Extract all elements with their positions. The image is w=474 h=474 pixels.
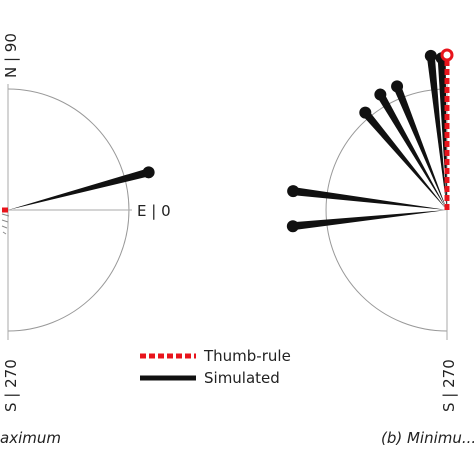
panel-a-maximum: N | 90 E | 0 S | 270 aximum xyxy=(0,33,171,447)
panel-a-minor-marks xyxy=(1,213,10,235)
panel-b-simulated-vector-2-tip xyxy=(391,80,404,93)
panel-b-minimum: S | 270 (b) Minimu... xyxy=(286,48,474,447)
panel-a-caption: aximum xyxy=(0,429,61,447)
panel-b-simulated-vector-6-tip xyxy=(286,220,299,233)
panel-b-simulated-vector-5-tip xyxy=(287,185,300,198)
panel-a-vectors xyxy=(0,166,155,213)
panel-b-simulated-vector-4 xyxy=(362,110,447,210)
east-label: E | 0 xyxy=(137,202,171,220)
panel-a-simulated-vector-0-tip xyxy=(142,166,155,179)
north-label: N | 90 xyxy=(2,33,20,78)
south-label-right: S | 270 xyxy=(440,359,458,412)
panel-b-simulated-vector-1 xyxy=(426,55,447,210)
panel-b-simulated-vector-3 xyxy=(376,92,447,210)
south-label: S | 270 xyxy=(2,359,20,412)
legend: Thumb-rule Simulated xyxy=(140,347,291,387)
panel-a-simulated-vector-0 xyxy=(8,168,150,210)
panel-b-simulated-vector-4-tip xyxy=(359,106,372,119)
legend-thumb-rule-label: Thumb-rule xyxy=(203,347,291,365)
panel-b-simulated-vector-2 xyxy=(393,84,447,210)
panel-b-caption: (b) Minimu... xyxy=(381,429,474,447)
panel-b-simulated-vector-1-tip xyxy=(424,49,437,62)
panel-b-circle xyxy=(325,88,448,332)
panel-b-vectors xyxy=(286,48,454,233)
panel-b-simulated-vector-6 xyxy=(292,210,447,231)
panel-b-simulated-vector-3-tip xyxy=(374,88,387,101)
panel-b-thumb-rule-vector-0-tip xyxy=(440,48,454,62)
legend-simulated-label: Simulated xyxy=(204,369,280,387)
panel-b-simulated-vector-5 xyxy=(292,187,447,210)
